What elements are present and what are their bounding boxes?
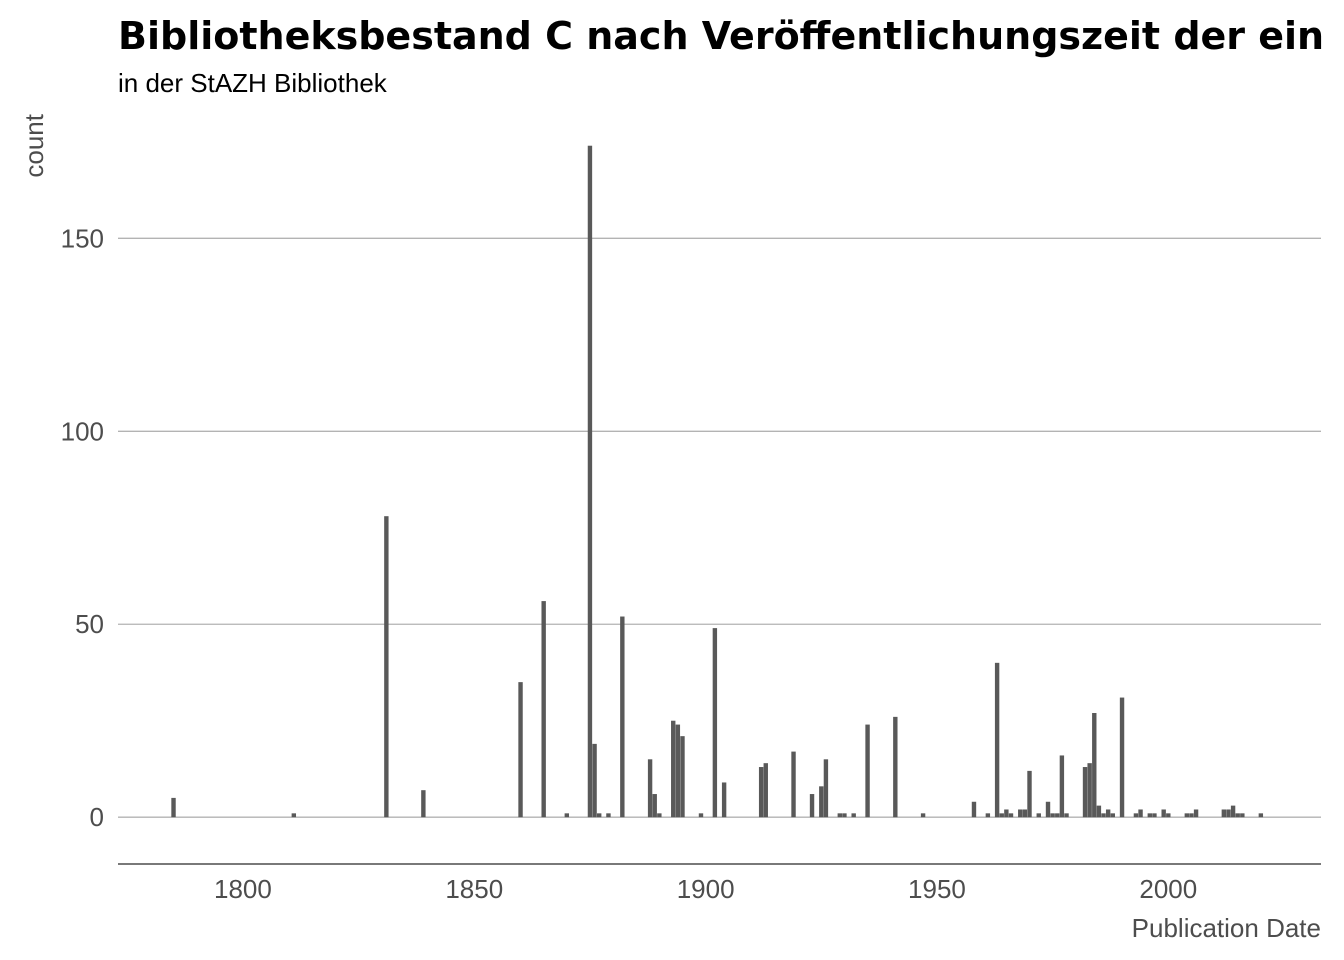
x-axis-ticks: 1800 1850 1900 1950 2000 bbox=[214, 874, 1197, 904]
bar-1983 bbox=[1087, 763, 1092, 818]
bar-1996 bbox=[1147, 813, 1153, 818]
bar-1882 bbox=[620, 616, 625, 818]
bar-1932 bbox=[851, 813, 856, 818]
bar-1870 bbox=[564, 813, 570, 818]
x-axis-title: Publication Date bbox=[1132, 913, 1321, 943]
bar-1899 bbox=[698, 813, 704, 818]
bar-1994 bbox=[1138, 809, 1143, 818]
bar-1990 bbox=[1119, 697, 1125, 818]
y-axis-title: count bbox=[19, 113, 49, 177]
bar-1993 bbox=[1133, 813, 1139, 818]
bar-1889 bbox=[652, 794, 657, 818]
bar-1860 bbox=[518, 682, 523, 818]
bar-2016 bbox=[1240, 813, 1245, 818]
chart-subtitle: in der StAZH Bibliothek bbox=[118, 68, 387, 98]
y-tick-label-150: 150 bbox=[61, 223, 104, 253]
bar-1961 bbox=[985, 813, 991, 818]
bar-1986 bbox=[1101, 813, 1106, 818]
bar-1958 bbox=[971, 801, 977, 818]
bar-2020 bbox=[1258, 813, 1264, 818]
bar-1972 bbox=[1036, 813, 1041, 818]
bar-1839 bbox=[421, 790, 426, 818]
bar-1974 bbox=[1045, 801, 1051, 818]
x-tick-label-1800: 1800 bbox=[214, 874, 272, 904]
bar-2014 bbox=[1230, 805, 1236, 818]
bar-2012 bbox=[1221, 809, 1227, 818]
bar-1987 bbox=[1105, 809, 1111, 818]
x-tick-label-2000: 2000 bbox=[1139, 874, 1197, 904]
bar-1988 bbox=[1110, 813, 1115, 818]
bar-1975 bbox=[1050, 813, 1055, 818]
bar-1966 bbox=[1008, 813, 1014, 818]
bar-1930 bbox=[842, 813, 847, 818]
bar-1999 bbox=[1161, 809, 1166, 818]
bar-1877 bbox=[597, 813, 602, 818]
bar-1888 bbox=[647, 759, 653, 818]
y-tick-label-0: 0 bbox=[90, 802, 104, 832]
bar-2000 bbox=[1166, 813, 1171, 818]
bar-1968 bbox=[1018, 809, 1023, 818]
bar-1875 bbox=[587, 145, 593, 818]
bar-1963 bbox=[994, 662, 1000, 818]
bar-1926 bbox=[823, 759, 829, 818]
bar-1947 bbox=[920, 813, 926, 818]
bars bbox=[171, 145, 1264, 818]
bar-1913 bbox=[763, 763, 768, 818]
bar-1929 bbox=[837, 813, 842, 818]
y-tick-label-100: 100 bbox=[61, 416, 104, 446]
bar-1831 bbox=[384, 516, 389, 818]
bar-1785 bbox=[171, 797, 176, 818]
bar-1970 bbox=[1027, 770, 1032, 818]
bar-2013 bbox=[1226, 809, 1231, 818]
bar-1941 bbox=[893, 716, 898, 818]
bar-1978 bbox=[1064, 813, 1069, 818]
bar-1969 bbox=[1022, 809, 1028, 818]
bar-1976 bbox=[1055, 813, 1060, 818]
x-tick-label-1900: 1900 bbox=[677, 874, 735, 904]
bar-1895 bbox=[680, 736, 685, 818]
bar-1811 bbox=[291, 813, 297, 818]
bar-1984 bbox=[1092, 713, 1097, 818]
x-tick-label-1950: 1950 bbox=[908, 874, 966, 904]
bar-1904 bbox=[721, 782, 727, 818]
bar-1964 bbox=[999, 813, 1004, 818]
bar-1965 bbox=[1004, 809, 1009, 818]
bar-2015 bbox=[1235, 813, 1240, 818]
bar-1894 bbox=[675, 724, 681, 818]
bar-1935 bbox=[865, 724, 870, 818]
bar-1902 bbox=[712, 628, 718, 818]
bar-1925 bbox=[819, 786, 824, 818]
bar-1893 bbox=[671, 720, 676, 818]
bar-1919 bbox=[791, 751, 796, 818]
bar-1977 bbox=[1059, 755, 1065, 818]
bar-1997 bbox=[1152, 813, 1157, 818]
bar-1912 bbox=[758, 767, 764, 818]
bar-2004 bbox=[1184, 813, 1190, 818]
bar-1865 bbox=[541, 601, 546, 818]
bar-1982 bbox=[1082, 767, 1088, 818]
bar-1879 bbox=[606, 813, 611, 818]
chart-title: Bibliotheksbestand C nach Veröffentlichu… bbox=[118, 14, 1325, 58]
y-tick-label-50: 50 bbox=[75, 609, 104, 639]
bar-1923 bbox=[809, 794, 815, 818]
y-axis-ticks: 0 50 100 150 bbox=[61, 223, 104, 832]
bar-2005 bbox=[1189, 813, 1194, 818]
bar-1876 bbox=[592, 743, 597, 818]
bar-1985 bbox=[1096, 805, 1102, 818]
bar-1890 bbox=[657, 813, 662, 818]
gridlines bbox=[118, 237, 1321, 818]
bar-2006 bbox=[1193, 809, 1199, 818]
x-tick-label-1850: 1850 bbox=[445, 874, 503, 904]
